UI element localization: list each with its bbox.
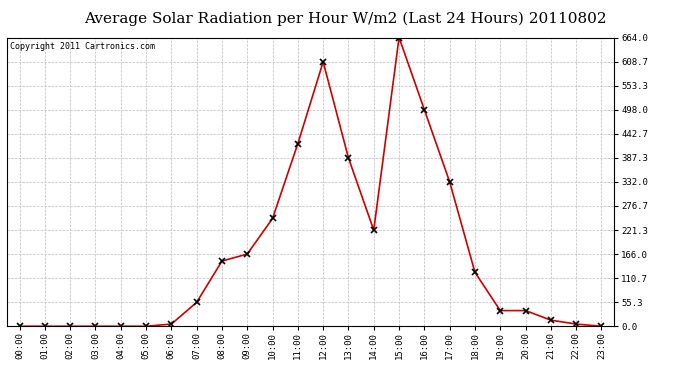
Text: Copyright 2011 Cartronics.com: Copyright 2011 Cartronics.com	[10, 42, 155, 51]
Text: Average Solar Radiation per Hour W/m2 (Last 24 Hours) 20110802: Average Solar Radiation per Hour W/m2 (L…	[83, 11, 607, 26]
